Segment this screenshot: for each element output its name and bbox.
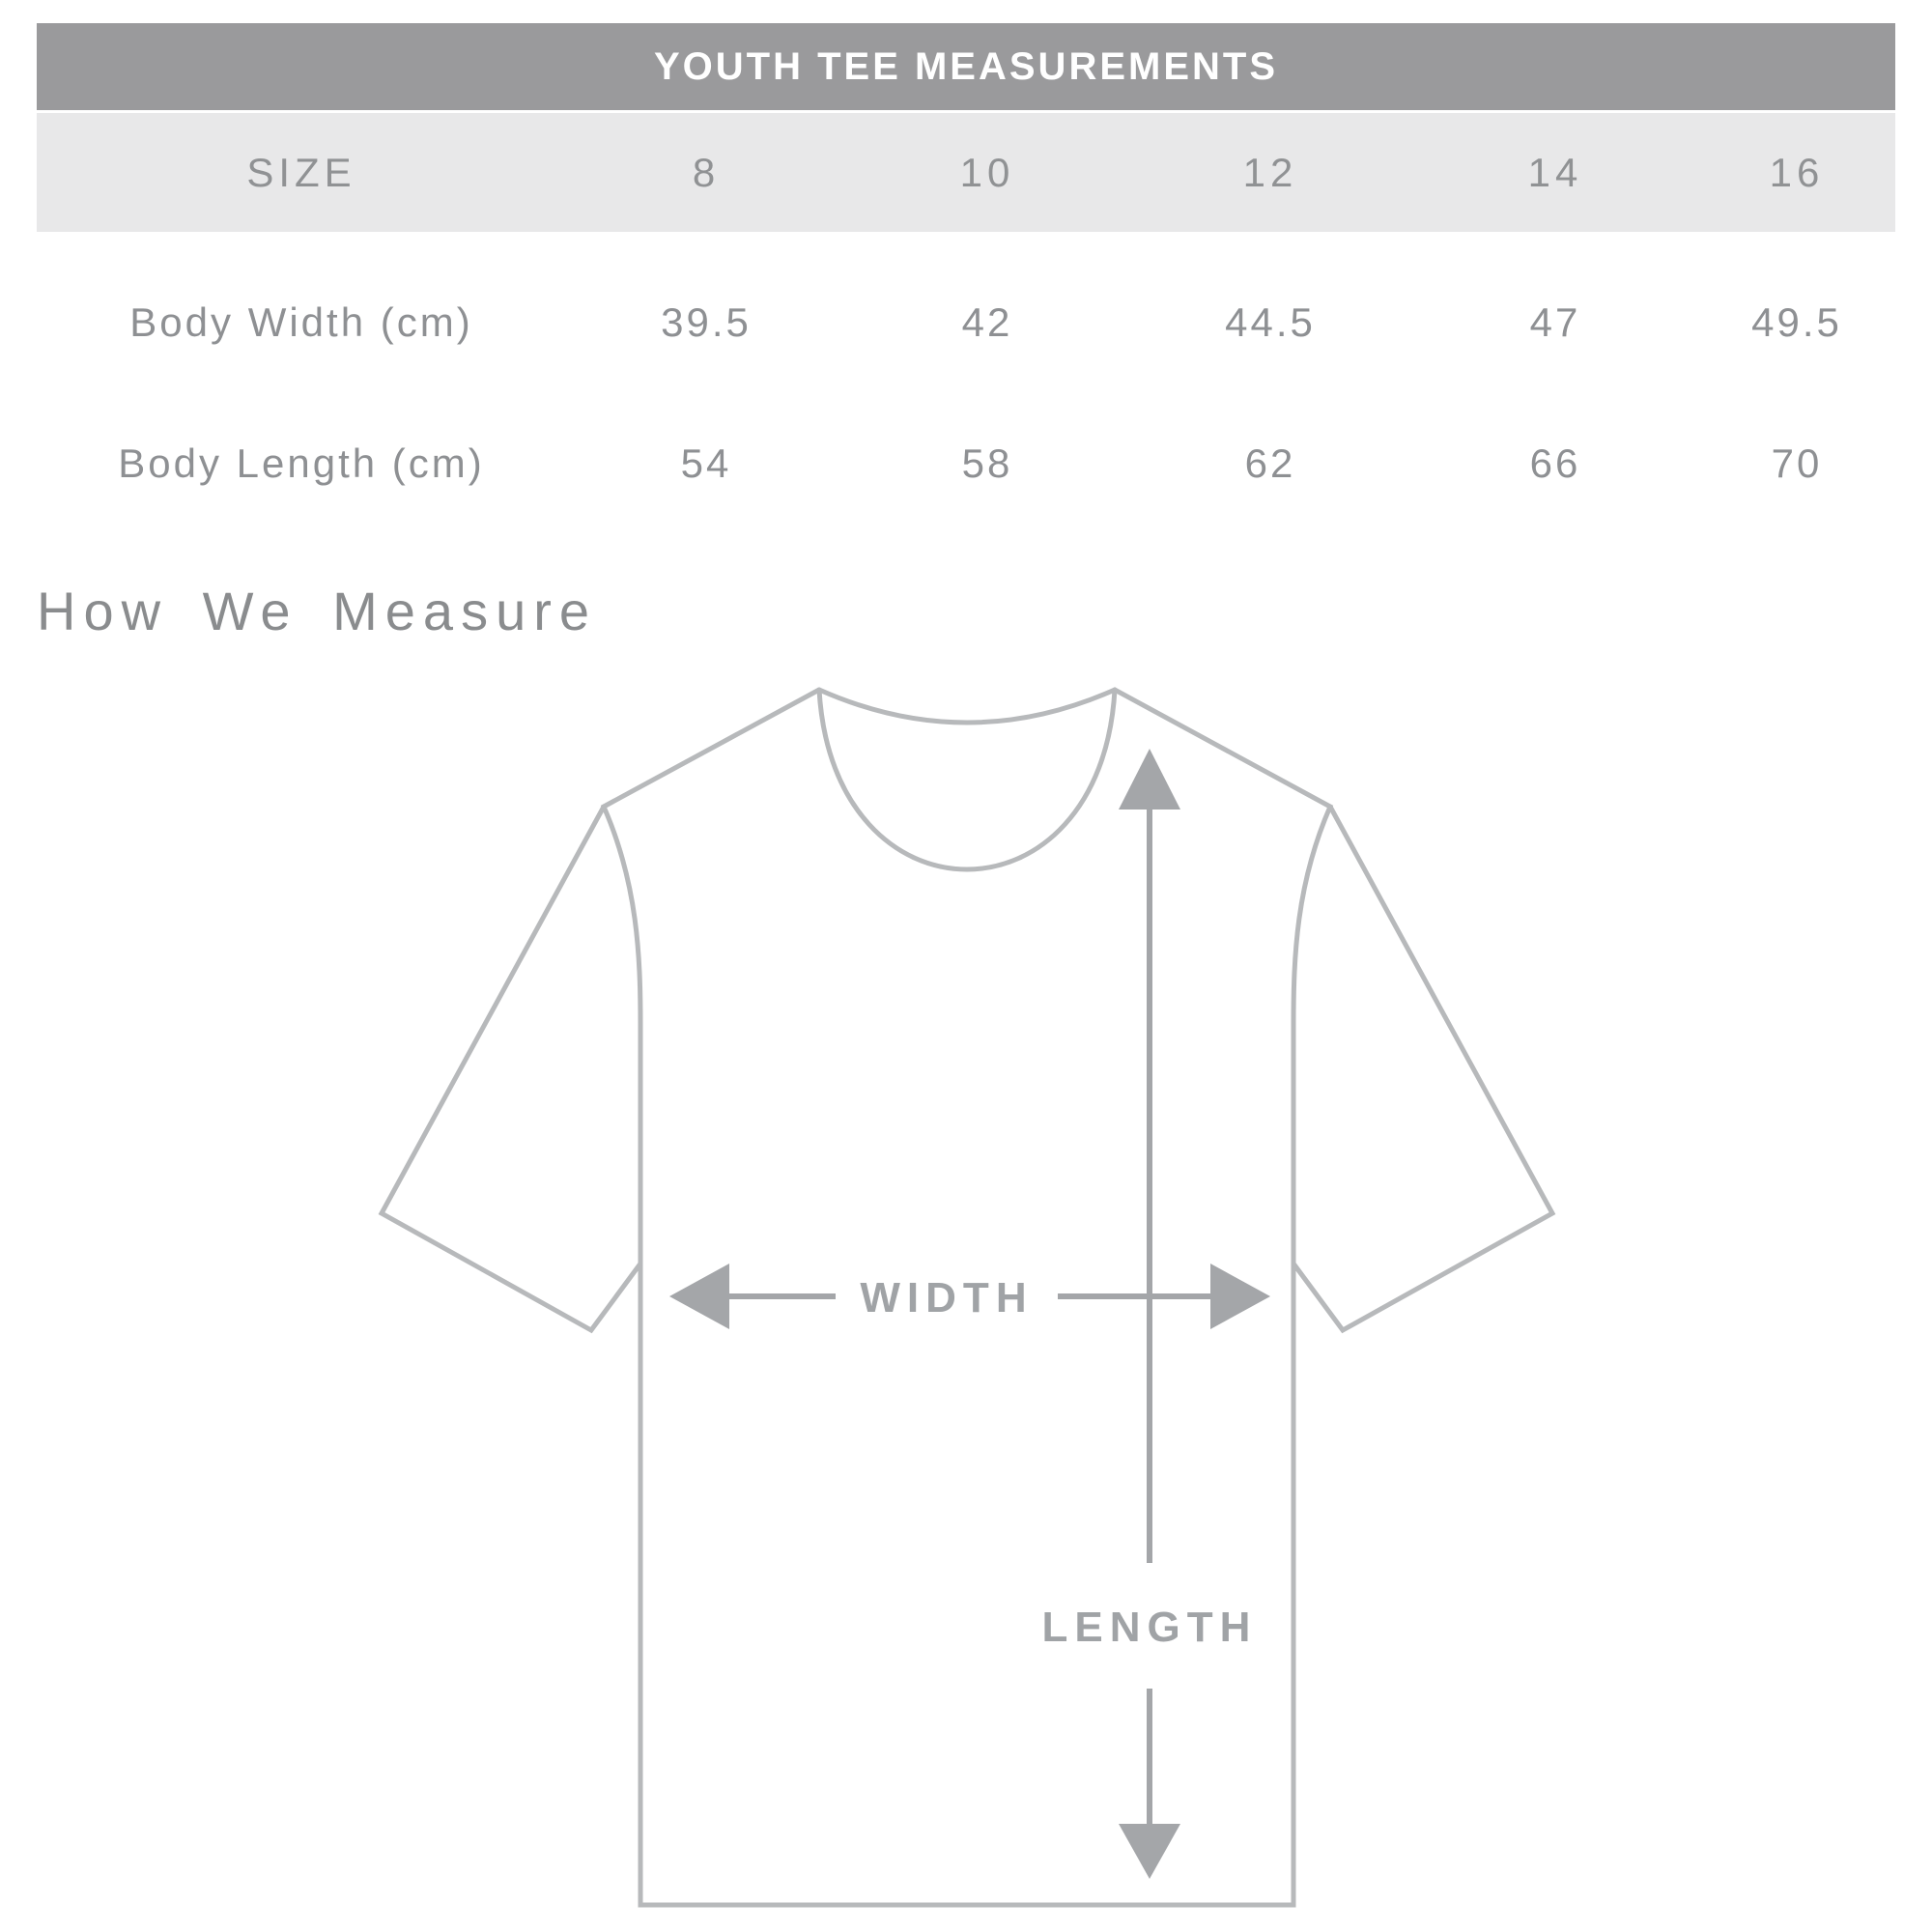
body-length-16: 70 (1771, 440, 1823, 486)
tshirt-neckline (816, 687, 1118, 872)
size-header-row: SIZE 8 10 12 14 16 (37, 113, 1895, 232)
width-arrowhead-left (669, 1264, 729, 1329)
row-label: Body Length (cm) (118, 440, 485, 486)
tshirt-right-sleeve (1291, 804, 1556, 1334)
body-length-12: 62 (1244, 440, 1296, 486)
body-length-8: 54 (680, 440, 732, 486)
width-arrowhead-right (1210, 1264, 1270, 1329)
size-col-14: 14 (1527, 149, 1583, 195)
body-width-10: 42 (961, 299, 1013, 345)
size-label: SIZE (246, 149, 356, 195)
size-col-8: 8 (692, 149, 721, 195)
tshirt-body-outline (600, 687, 1334, 1908)
table-title: YOUTH TEE MEASUREMENTS (653, 44, 1279, 88)
body-width-14: 47 (1529, 299, 1581, 345)
measurements-table: YOUTH TEE MEASUREMENTS SIZE 8 10 12 14 1… (37, 23, 1895, 514)
size-col-16: 16 (1769, 149, 1825, 195)
table-row-body-length: Body Length (cm) 54 58 62 66 70 (37, 413, 1895, 514)
width-label: WIDTH (860, 1274, 1033, 1321)
length-arrowhead-down (1119, 1824, 1180, 1879)
how-we-measure-heading: How We Measure (37, 581, 598, 641)
body-width-12: 44.5 (1225, 299, 1316, 345)
size-col-12: 12 (1242, 149, 1298, 195)
table-row-body-width: Body Width (cm) 39.5 42 44.5 47 49.5 (37, 232, 1895, 413)
body-width-16: 49.5 (1751, 299, 1842, 345)
length-label: LENGTH (1042, 1604, 1258, 1651)
length-arrowhead-up (1119, 749, 1180, 810)
tshirt-left-sleeve (378, 804, 643, 1334)
body-length-10: 58 (961, 440, 1013, 486)
table-title-bar: YOUTH TEE MEASUREMENTS (37, 23, 1895, 110)
size-col-10: 10 (959, 149, 1015, 195)
body-width-8: 39.5 (661, 299, 752, 345)
body-length-14: 66 (1529, 440, 1581, 486)
row-label: Body Width (cm) (129, 299, 473, 345)
